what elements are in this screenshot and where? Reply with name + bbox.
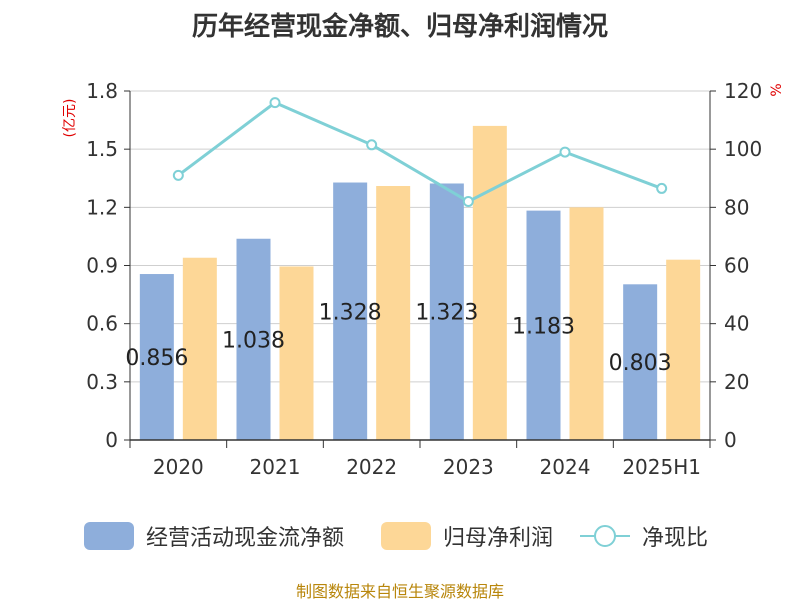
source-note: 制图数据来自恒生聚源数据库 <box>295 582 504 601</box>
legend-label-netprofit: 归母净利润 <box>443 526 554 551</box>
x-axis-tick-label: 2022 <box>346 455 397 479</box>
ratio-line <box>172 97 668 208</box>
left-axis-unit: (亿元) <box>62 99 78 138</box>
bar-cashflow <box>236 238 271 440</box>
legend-label-cashflow: 经营活动现金流净额 <box>146 526 345 551</box>
grid-lines <box>130 90 710 383</box>
data-labels: 0.856 1.038 1.328 1.323 1.183 0.803 <box>125 300 671 376</box>
data-label-cashflow: 1.038 <box>222 328 285 353</box>
right-axis-tick-label: 120 <box>724 79 762 103</box>
data-label-cashflow: 1.183 <box>512 314 575 339</box>
bar-cashflow <box>139 274 174 440</box>
data-label-cashflow: 1.323 <box>415 301 478 326</box>
legend-label-ratio: 净现比 <box>642 526 709 551</box>
left-axis-tick-label: 0.3 <box>86 370 118 394</box>
ratio-point <box>656 182 668 194</box>
x-axis-tick-label: 2024 <box>540 455 591 479</box>
ratio-point <box>366 139 378 151</box>
legend-swatch-netprofit <box>381 522 431 550</box>
right-axis-tick-label: 0 <box>724 428 737 452</box>
left-axis-tick-label: 0.6 <box>86 312 118 336</box>
right-axis-unit: % <box>769 83 785 96</box>
right-axis-tick-label: 100 <box>724 137 762 161</box>
chart-title: 历年经营现金净额、归母净利润情况 <box>191 12 608 42</box>
right-axis-tick-label: 40 <box>724 312 749 336</box>
ratio-polyline <box>177 100 663 204</box>
legend-swatch-cashflow <box>84 522 134 550</box>
legend-item-ratio[interactable]: 净现比 <box>580 516 708 556</box>
bars <box>139 125 701 441</box>
bar-netprofit <box>666 259 701 440</box>
bar-cashflow <box>623 284 658 440</box>
bar-cashflow <box>526 210 561 440</box>
ratio-point <box>269 97 281 109</box>
data-label-cashflow: 0.803 <box>609 351 672 376</box>
bar-netprofit <box>376 186 411 440</box>
right-axis-tick-label: 20 <box>724 370 749 394</box>
left-axis-tick-label: 0 <box>105 428 118 452</box>
x-axis-tick-label: 2021 <box>250 455 301 479</box>
bar-netprofit <box>279 266 314 440</box>
ratio-point <box>172 169 184 181</box>
left-axis-tick-label: 1.5 <box>86 137 118 161</box>
axes: 0 0.3 0.6 0.9 1.2 1.5 1.8 0 20 40 60 80 100 120 2020 20… <box>86 79 762 479</box>
x-axis-tick-label: 2020 <box>153 455 204 479</box>
line-circle-icon <box>580 522 630 550</box>
legend: 经营活动现金流净额 归母净利润 净现比 <box>0 516 800 556</box>
data-label-cashflow: 1.328 <box>319 300 382 325</box>
ratio-point <box>462 196 474 208</box>
x-axis-tick-label: 2023 <box>443 455 494 479</box>
bar-netprofit <box>182 257 217 440</box>
x-axis-tick-label: 2025H1 <box>622 455 701 479</box>
bar-netprofit <box>472 125 507 441</box>
right-axis-tick-label: 60 <box>724 254 749 278</box>
ratio-point <box>559 146 571 158</box>
bar-cashflow <box>429 183 464 441</box>
data-label-cashflow: 0.856 <box>125 346 188 371</box>
left-axis-tick-label: 1.2 <box>86 195 118 219</box>
left-axis-tick-label: 0.9 <box>86 254 118 278</box>
left-axis-tick-label: 1.8 <box>86 79 118 103</box>
bar-netprofit <box>569 207 604 440</box>
bar-cashflow <box>333 182 368 440</box>
right-axis-tick-label: 80 <box>724 195 749 219</box>
legend-item-cashflow[interactable]: 经营活动现金流净额 <box>84 516 344 556</box>
legend-item-netprofit[interactable]: 归母净利润 <box>381 516 553 556</box>
